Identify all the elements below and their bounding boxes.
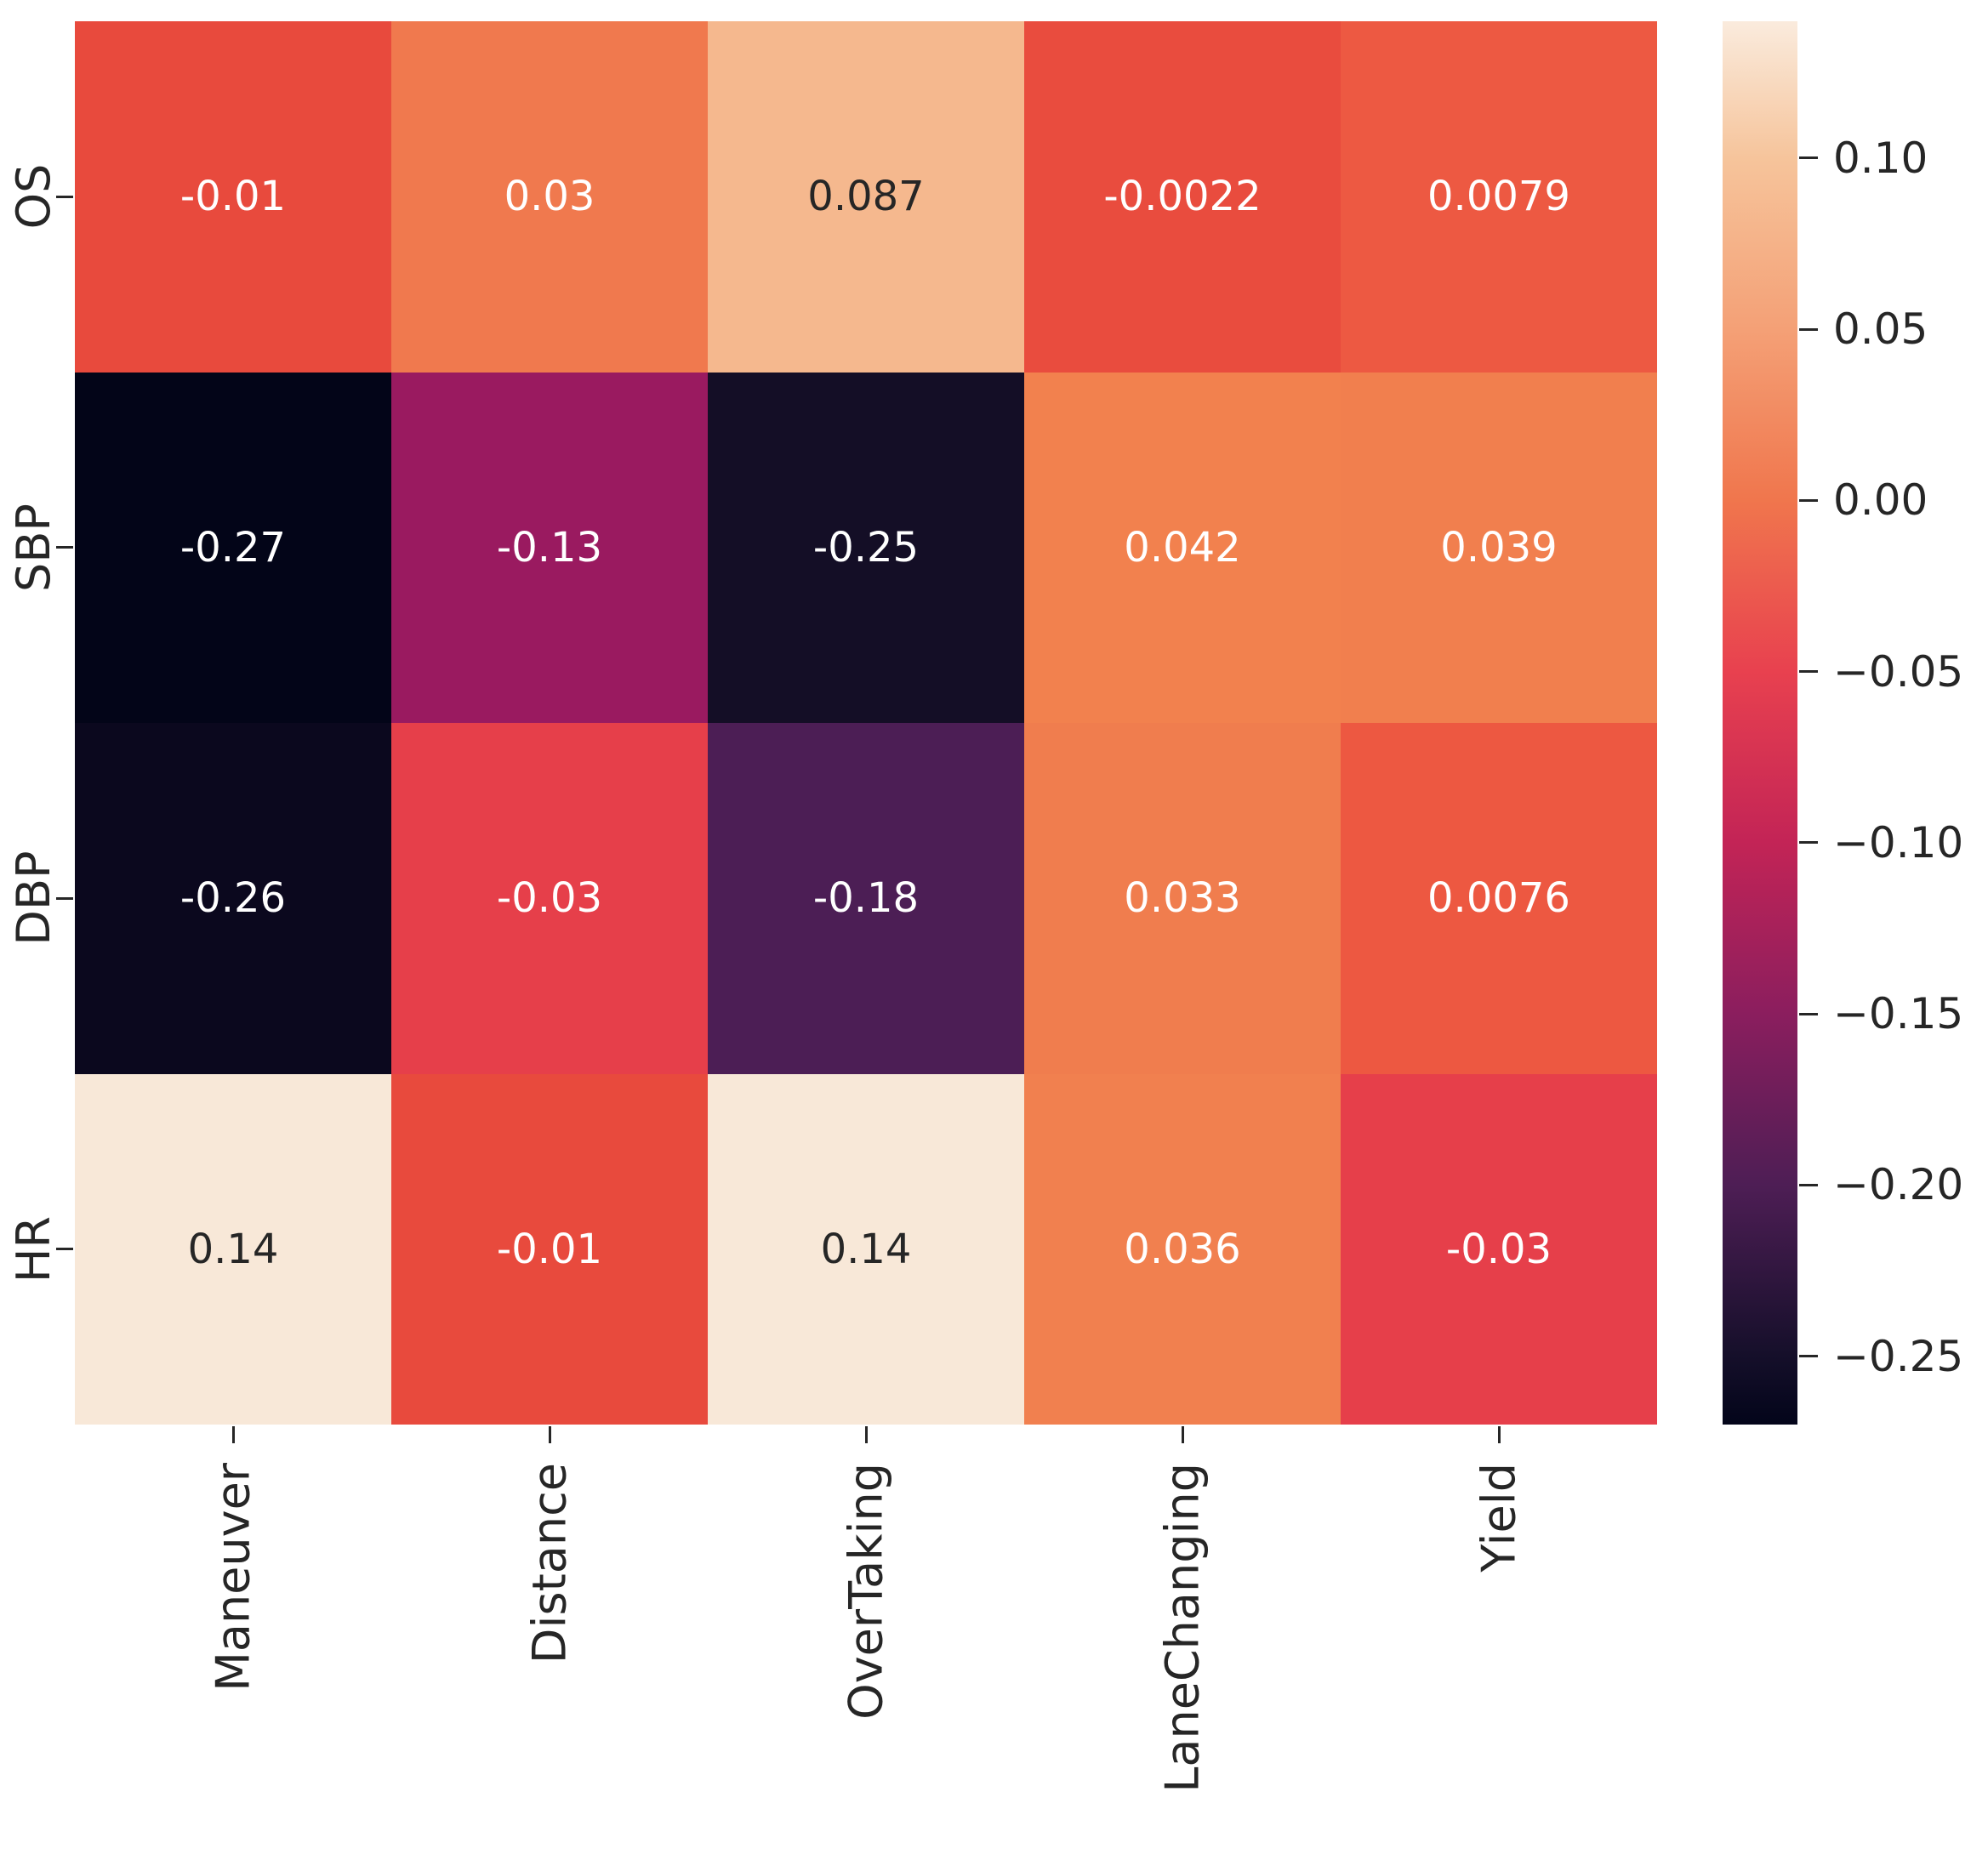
heatmap-cell-HR-Distance: -0.01 (391, 1073, 708, 1425)
colorbar-gradient (1723, 21, 1797, 1425)
colorbar-tick (1799, 670, 1818, 674)
heatmap-cell-OS-LaneChanging: -0.0022 (1024, 21, 1341, 373)
heatmap-cell-DBP-Distance: -0.03 (391, 723, 708, 1074)
heatmap-cell-OS-OverTaking: 0.087 (708, 21, 1024, 373)
heatmap-cell-SBP-OverTaking: -0.25 (708, 372, 1024, 723)
heatmap-cell-DBP-OverTaking: -0.18 (708, 723, 1024, 1074)
colorbar-tick-label: −0.05 (1833, 646, 1964, 697)
x-axis-label-Distance: Distance (522, 1463, 577, 1664)
x-axis-label-Maneuver: Maneuver (206, 1463, 260, 1692)
heatmap-cell-SBP-Distance: -0.13 (391, 372, 708, 723)
heatmap-cell-DBP-Maneuver: -0.26 (75, 723, 391, 1074)
colorbar-tick (1799, 498, 1818, 502)
colorbar-tick-label: −0.25 (1833, 1331, 1964, 1381)
y-axis-tick (56, 896, 73, 900)
x-axis-tick (864, 1426, 868, 1443)
heatmap-cell-HR-OverTaking: 0.14 (708, 1073, 1024, 1425)
colorbar-tick-label: −0.15 (1833, 989, 1964, 1039)
colorbar-tick-label: 0.00 (1833, 475, 1928, 526)
colorbar-tick (1799, 327, 1818, 331)
x-axis-tick (548, 1426, 551, 1443)
heatmap-cell-OS-Distance: 0.03 (391, 21, 708, 373)
heatmap-cell-HR-Maneuver: 0.14 (75, 1073, 391, 1425)
y-axis-tick (56, 546, 73, 549)
x-axis-tick (231, 1426, 235, 1443)
y-axis-label-OS: OS (7, 163, 60, 230)
heatmap-cell-OS-Yield: 0.0079 (1341, 21, 1657, 373)
x-axis-label-LaneChanging: LaneChanging (1155, 1463, 1210, 1793)
colorbar-tick-label: 0.05 (1833, 304, 1928, 355)
heatmap-cell-HR-Yield: -0.03 (1341, 1073, 1657, 1425)
colorbar-tick (1799, 1012, 1818, 1015)
y-axis-tick (56, 1248, 73, 1251)
y-axis-label-HR: HR (7, 1215, 60, 1283)
heatmap-cell-SBP-LaneChanging: 0.042 (1024, 372, 1341, 723)
y-axis-tick (56, 195, 73, 198)
x-axis-tick (1497, 1426, 1501, 1443)
heatmap-cell-SBP-Yield: 0.039 (1341, 372, 1657, 723)
colorbar-tick (1799, 1355, 1818, 1357)
heatmap-cell-OS-Maneuver: -0.01 (75, 21, 391, 373)
y-axis-label-SBP: SBP (7, 503, 60, 592)
colorbar-tick (1799, 156, 1818, 160)
colorbar-tick (1799, 1183, 1818, 1186)
colorbar-tick-label: −0.20 (1833, 1160, 1964, 1210)
colorbar-tick (1799, 841, 1818, 845)
heatmap-cell-HR-LaneChanging: 0.036 (1024, 1073, 1341, 1425)
heatmap-cell-DBP-LaneChanging: 0.033 (1024, 723, 1341, 1074)
x-axis-label-OverTaking: OverTaking (839, 1463, 893, 1720)
x-axis-label-Yield: Yield (1472, 1463, 1526, 1573)
colorbar-tick-label: −0.10 (1833, 817, 1964, 867)
x-axis-tick (1181, 1426, 1184, 1443)
heatmap-cell-SBP-Maneuver: -0.27 (75, 372, 391, 723)
y-axis-label-DBP: DBP (7, 850, 60, 946)
heatmap-cell-DBP-Yield: 0.0076 (1341, 723, 1657, 1074)
heatmap-grid: -0.01 0.03 0.087 -0.0022 0.0079 -0.27 -0.13 -0.… (75, 21, 1657, 1425)
colorbar-tick-label: 0.10 (1833, 133, 1928, 183)
